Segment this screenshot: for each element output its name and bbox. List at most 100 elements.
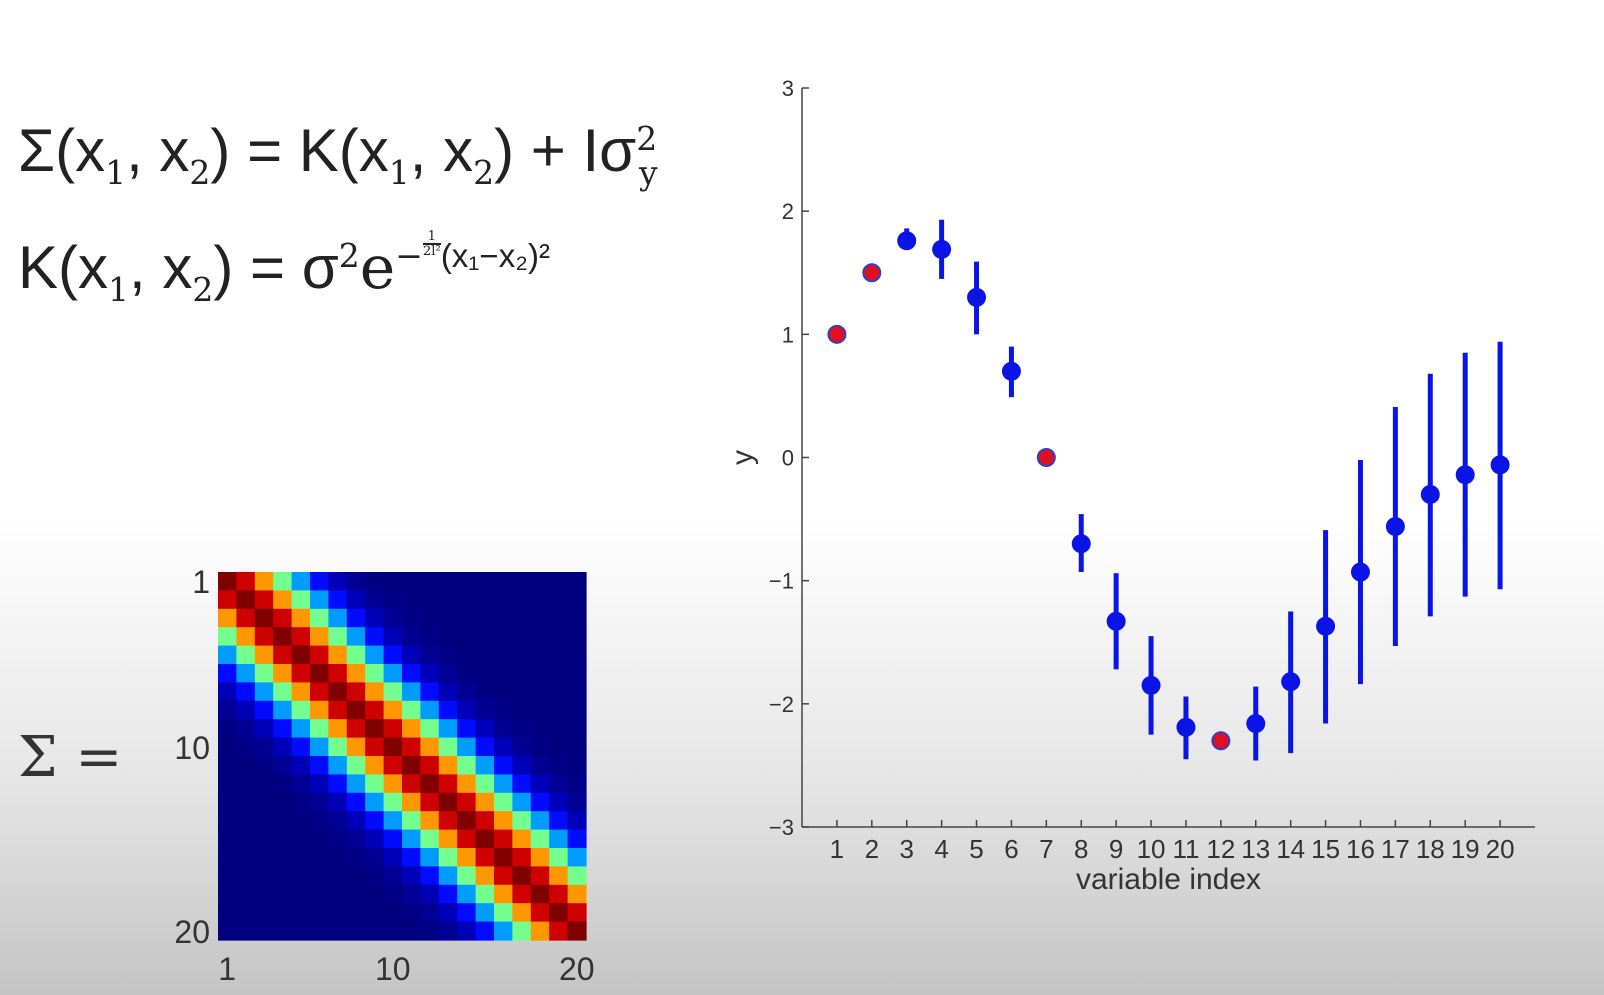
heatmap-cell	[383, 682, 403, 702]
predicted-point	[1281, 672, 1301, 692]
heatmap-cell	[530, 572, 550, 591]
heatmap-cell	[218, 700, 237, 720]
heatmap-cell	[291, 719, 311, 739]
heatmap-cell	[383, 737, 403, 757]
heatmap-cell	[457, 792, 477, 812]
heatmap-cell	[291, 829, 311, 849]
heatmap-cell	[273, 866, 293, 886]
heatmap-cell	[549, 829, 569, 849]
heatmap-cell	[273, 756, 293, 775]
heatmap-cell	[236, 608, 256, 628]
x-tick-label: 12	[1206, 834, 1235, 864]
heatmap-cell	[475, 829, 495, 849]
heatmap-cell	[346, 811, 366, 831]
heatmap-cell	[273, 774, 293, 794]
heatmap-cell	[365, 884, 385, 904]
heatmap-cell	[346, 590, 366, 610]
heatmap-cell	[420, 700, 440, 720]
heatmap-cell	[549, 774, 569, 794]
heatmap-cell	[254, 866, 274, 886]
heatmap-cell	[420, 903, 440, 923]
heatmap-cell	[530, 700, 550, 720]
matrix-label: Σ =	[18, 725, 123, 790]
observed-point	[827, 324, 847, 344]
heatmap-cell	[549, 700, 569, 720]
observed-point	[1036, 448, 1056, 467]
heatmap-cell	[291, 848, 311, 867]
y-tick-label: 3	[782, 76, 794, 101]
heatmap-cell	[549, 866, 569, 886]
heatmap-cell	[236, 903, 256, 923]
heatmap-cell	[310, 756, 329, 775]
heatmap-cell	[346, 829, 366, 849]
heatmap-cell	[402, 682, 421, 702]
heatmap-cell	[310, 848, 329, 867]
x-tick-label: 2	[865, 834, 879, 864]
heatmap-cell	[549, 792, 569, 812]
heatmap-cell	[310, 645, 329, 665]
heatmap-cell	[273, 664, 293, 683]
heatmap-cell	[365, 664, 385, 683]
heatmap-cell	[383, 664, 403, 683]
heatmap-cell	[383, 884, 403, 904]
heatmap-cell	[567, 903, 587, 923]
heatmap-cell	[494, 884, 513, 904]
heatmap-cell	[273, 645, 293, 665]
predicted-point	[1071, 534, 1091, 554]
heatmap-cell	[567, 829, 587, 849]
eq2-exponent: −1 2l² (x₁−x₂)²	[395, 230, 550, 275]
heatmap-cell	[291, 774, 311, 794]
heatmap-cell	[457, 848, 477, 867]
heatmap-cell	[365, 608, 385, 628]
heatmap-cell	[494, 627, 513, 647]
heatmap-cell	[438, 737, 458, 757]
heatmap-cell	[420, 645, 440, 665]
predicted-point	[1350, 562, 1370, 582]
heatmap-cell	[512, 572, 532, 591]
heatmap-cell	[438, 884, 458, 904]
heatmap-cell	[383, 645, 403, 665]
predicted-point	[1490, 455, 1510, 475]
heatmap-cell	[236, 719, 256, 739]
heatmap-cell	[438, 866, 458, 886]
heatmap-cell	[512, 645, 532, 665]
heatmap-cell	[236, 921, 256, 941]
predicted-point	[1316, 616, 1336, 636]
heatmap-cell	[328, 590, 348, 610]
heatmap-cell	[512, 774, 532, 794]
heatmap-cell	[310, 866, 329, 886]
heatmap-cell	[346, 608, 366, 628]
heatmap-cell	[420, 682, 440, 702]
eq1-sub: 1	[105, 153, 127, 192]
heatmap-cell	[494, 848, 513, 867]
heatmap-cell	[438, 608, 458, 628]
heatmap-cell	[328, 645, 348, 665]
heatmap-cell	[328, 627, 348, 647]
heatmap-cell	[420, 737, 440, 757]
heatmap-cell	[236, 829, 256, 849]
heatmap-cell	[218, 829, 237, 849]
heatmap-cell	[402, 811, 421, 831]
x-tick-label: 13	[1241, 834, 1270, 864]
heatmap-cell	[273, 884, 293, 904]
heatmap-cell	[383, 774, 403, 794]
heatmap-cell	[310, 903, 329, 923]
heatmap-cell	[346, 682, 366, 702]
heatmap-cell	[346, 866, 366, 886]
heatmap-cell	[346, 921, 366, 941]
eq1-sub: 2	[473, 153, 495, 192]
heatmap-cell	[346, 645, 366, 665]
heatmap-cell	[494, 774, 513, 794]
heatmap-cell	[346, 737, 366, 757]
heatmap-cell	[530, 608, 550, 628]
heatmap-cell	[254, 884, 274, 904]
heatmap-cell	[383, 756, 403, 775]
exp-tail: (x₁−x₂)²	[440, 237, 550, 275]
observed-point	[1211, 731, 1231, 751]
heatmap-cell	[567, 792, 587, 812]
heatmap-cell	[218, 645, 237, 665]
heatmap-cell	[420, 792, 440, 812]
heatmap-cell	[512, 903, 532, 923]
heatmap-cell	[402, 737, 421, 757]
